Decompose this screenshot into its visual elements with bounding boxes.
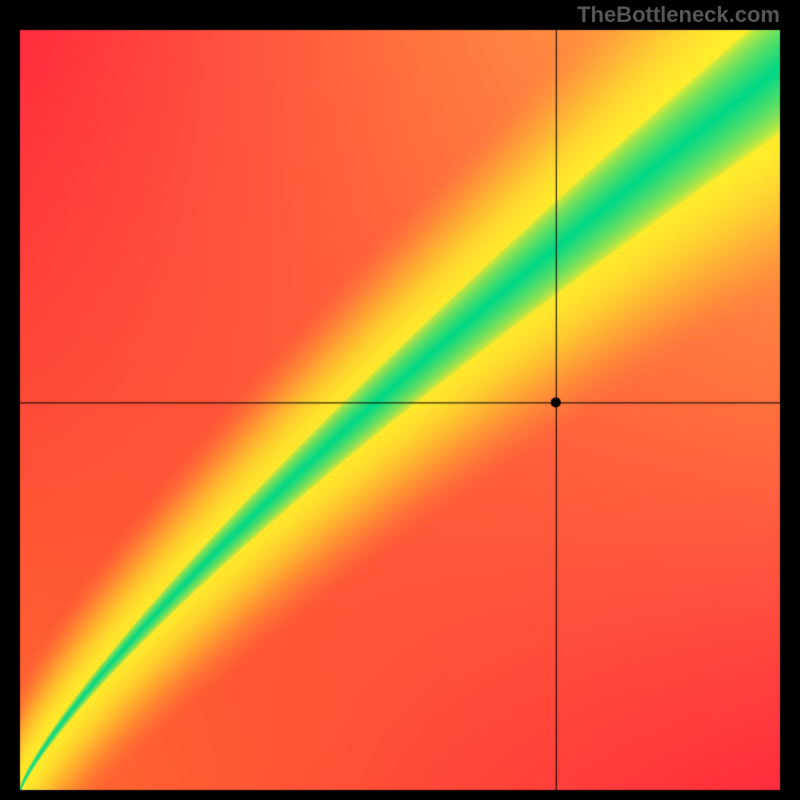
- watermark-text: TheBottleneck.com: [577, 2, 780, 28]
- heatmap-canvas: [0, 0, 800, 800]
- chart-container: TheBottleneck.com: [0, 0, 800, 800]
